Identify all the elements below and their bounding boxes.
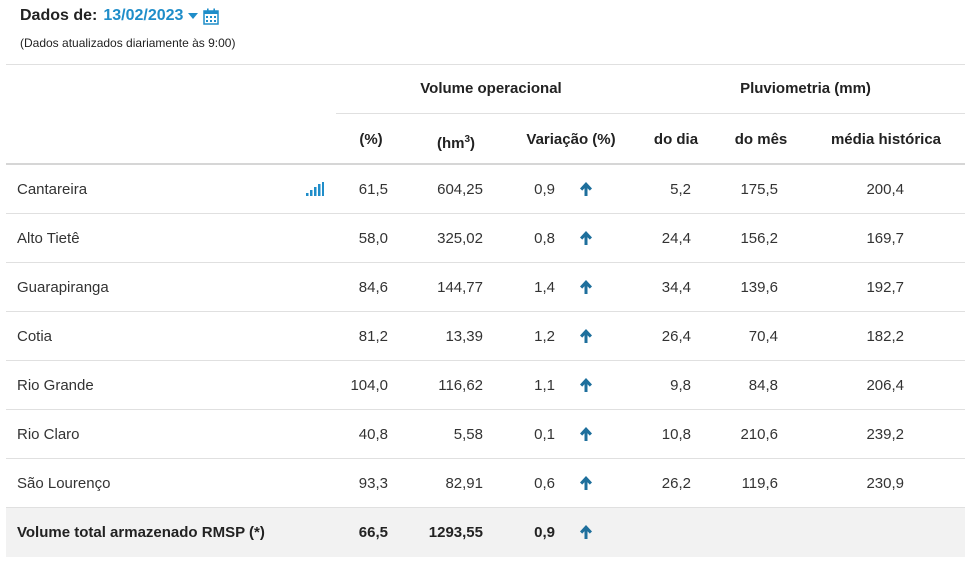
table-row: Alto Tietê 58,0 325,02 0,8 24,4 156,2 169,7 <box>6 214 965 263</box>
pluvio-media-value: 200,4 <box>866 181 904 198</box>
divider <box>336 113 965 114</box>
reservoir-name: Guarapiranga <box>17 279 109 296</box>
total-row: Volume total armazenado RMSP (*) 66,5 1293… <box>6 508 965 557</box>
group-header-pluviometria: Pluviometria (mm) <box>740 80 871 97</box>
reservoir-name: Volume total armazenado RMSP (*) <box>17 524 265 541</box>
variacao-value: 1,1 <box>534 377 555 394</box>
pluvio-media-value: 182,2 <box>866 328 904 345</box>
col-header-hm3-sup: 3 <box>464 134 471 145</box>
hm3-value: 116,62 <box>438 377 483 394</box>
col-header-do-dia: do dia <box>653 131 699 148</box>
pluvio-dia-value: 9,8 <box>670 377 691 394</box>
variacao-value: 1,4 <box>534 279 555 296</box>
reservoir-name: São Lourenço <box>17 475 111 492</box>
pluvio-mes-value: 119,6 <box>741 475 778 492</box>
pluvio-mes-value: 84,8 <box>748 377 778 394</box>
pluvio-media-value: 230,9 <box>866 475 904 492</box>
hm3-value: 5,58 <box>453 426 483 443</box>
pluvio-mes-value: 156,2 <box>740 230 778 247</box>
hm3-value: 144,77 <box>437 279 483 296</box>
divider <box>6 360 965 361</box>
percent-value: 66,5 <box>358 524 388 541</box>
divider <box>6 507 965 508</box>
table-row: Cotia 81,2 13,39 1,2 26,4 70,4 182,2 <box>6 312 965 361</box>
hm3-value: 13,39 <box>445 328 483 345</box>
pluvio-mes-value: 210,6 <box>740 426 778 443</box>
divider <box>6 262 965 263</box>
reservoir-name: Rio Claro <box>17 426 80 443</box>
pluvio-media-value: 192,7 <box>866 279 904 296</box>
update-note: (Dados atualizados diariamente às 9:00) <box>20 36 236 50</box>
signal-bars-icon[interactable] <box>306 182 324 196</box>
pluvio-media-value: 169,7 <box>866 230 904 247</box>
percent-value: 40,8 <box>358 426 388 443</box>
divider <box>6 409 965 410</box>
pluvio-dia-value: 5,2 <box>670 181 691 198</box>
up-arrow-icon <box>579 377 593 393</box>
variacao-value: 1,2 <box>534 328 555 345</box>
divider <box>6 213 965 214</box>
hm3-value: 604,25 <box>437 181 483 198</box>
pluvio-media-value: 206,4 <box>866 377 904 394</box>
chevron-down-icon[interactable] <box>188 13 199 19</box>
pluvio-mes-value: 139,6 <box>740 279 778 296</box>
up-arrow-icon <box>579 181 593 197</box>
percent-value: 84,6 <box>358 279 388 296</box>
pluvio-media-value: 239,2 <box>866 426 904 443</box>
variacao-value: 0,1 <box>534 426 555 443</box>
pluvio-dia-value: 34,4 <box>661 279 691 296</box>
pluvio-mes-value: 175,5 <box>740 181 778 198</box>
pluvio-dia-value: 10,8 <box>661 426 691 443</box>
table-row: Rio Claro 40,8 5,58 0,1 10,8 210,6 239,2 <box>6 410 965 459</box>
pluvio-dia-value: 24,4 <box>661 230 691 247</box>
col-header-variacao: Variação (%) <box>526 131 616 148</box>
up-arrow-icon <box>579 426 593 442</box>
reservoir-name: Rio Grande <box>17 377 94 394</box>
col-header-hm3-text: (hm <box>436 135 465 152</box>
percent-value: 93,3 <box>358 475 388 492</box>
percent-value: 81,2 <box>358 328 388 345</box>
col-header-percent: (%) <box>359 131 383 148</box>
up-arrow-icon <box>579 230 593 246</box>
table-row: Cantareira 61,5 604,25 0,9 5,2 175,5 200,4 <box>6 165 965 214</box>
table-row: São Lourenço 93,3 82,91 0,6 26,2 119,6 230,9 <box>6 459 965 508</box>
divider <box>6 64 965 65</box>
date-picker-value[interactable]: 13/02/2023 <box>103 7 184 24</box>
date-header: Dados de: 13/02/2023 <box>20 6 220 26</box>
hm3-value: 1293,55 <box>428 524 483 541</box>
variacao-value: 0,9 <box>534 524 555 541</box>
table-row: Rio Grande 104,0 116,62 1,1 9,8 84,8 206,4 <box>6 361 965 410</box>
up-arrow-icon <box>579 279 593 295</box>
col-header-hm3-close: ) <box>470 135 476 152</box>
up-arrow-icon <box>579 475 593 491</box>
col-header-hm3: (hm3) <box>421 130 491 154</box>
variacao-value: 0,6 <box>534 475 555 492</box>
col-header-media-historica: média histórica <box>830 131 942 148</box>
date-label: Dados de: <box>20 7 98 24</box>
table-row: Guarapiranga 84,6 144,77 1,4 34,4 139,6 192,7 <box>6 263 965 312</box>
up-arrow-icon <box>579 328 593 344</box>
variacao-value: 0,9 <box>534 181 555 198</box>
percent-value: 61,5 <box>358 181 388 198</box>
reservoir-name: Alto Tietê <box>17 230 80 247</box>
pluvio-dia-value: 26,4 <box>661 328 691 345</box>
pluvio-dia-value: 26,2 <box>661 475 691 492</box>
percent-value: 104,0 <box>350 377 388 394</box>
percent-value: 58,0 <box>358 230 388 247</box>
reservoir-name: Cantareira <box>17 181 88 198</box>
hm3-value: 325,02 <box>437 230 483 247</box>
col-header-do-mes: do mês <box>734 131 788 148</box>
variacao-value: 0,8 <box>534 230 555 247</box>
divider <box>6 163 965 165</box>
divider <box>6 311 965 312</box>
divider <box>6 458 965 459</box>
reservoir-name: Cotia <box>17 328 53 345</box>
pluvio-mes-value: 70,4 <box>748 328 778 345</box>
group-header-volume: Volume operacional <box>420 80 562 97</box>
up-arrow-icon <box>579 524 593 540</box>
calendar-icon[interactable] <box>203 8 220 25</box>
hm3-value: 82,91 <box>445 475 483 492</box>
